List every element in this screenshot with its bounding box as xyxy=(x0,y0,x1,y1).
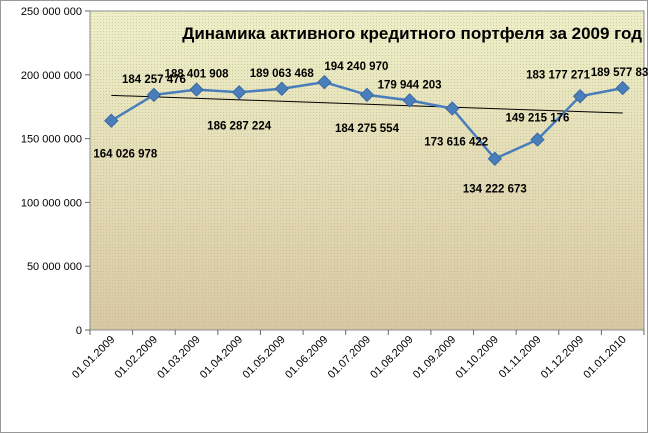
data-label: 184 275 554 xyxy=(335,123,400,135)
series-line xyxy=(104,74,630,166)
x-tick-label: 01.10.2009 xyxy=(454,334,501,381)
data-label: 189 063 468 xyxy=(250,68,315,80)
data-label: 149 215 176 xyxy=(505,113,569,125)
data-point xyxy=(530,132,545,147)
x-axis: 01.01.200901.02.200901.03.200901.04.2009… xyxy=(70,330,645,381)
data-point xyxy=(359,87,375,103)
y-tick-label: 250 000 000 xyxy=(21,6,82,18)
data-label: 186 287 224 xyxy=(207,120,272,132)
data-label: 184 257 476 xyxy=(122,74,186,86)
x-tick-label: 01.04.2009 xyxy=(198,334,245,381)
data-label: 194 240 970 xyxy=(324,61,388,73)
data-point xyxy=(487,151,503,166)
trendline xyxy=(111,94,623,114)
data-label: 179 944 203 xyxy=(378,79,442,91)
data-point xyxy=(104,113,119,128)
x-tick-label: 01.02.2009 xyxy=(113,334,160,381)
data-label: 183 177 271 xyxy=(526,69,591,81)
x-tick-label: 01.08.2009 xyxy=(368,334,415,381)
data-point xyxy=(231,85,247,100)
y-tick-label: 150 000 000 xyxy=(21,134,82,146)
data-point xyxy=(189,82,204,97)
x-tick-label: 01.09.2009 xyxy=(411,334,458,381)
y-tick-label: 200 000 000 xyxy=(21,70,82,82)
x-tick-label: 01.01.2009 xyxy=(70,334,117,381)
data-point xyxy=(274,81,289,96)
x-tick-label: 01.03.2009 xyxy=(155,334,202,381)
data-label: 134 222 673 xyxy=(463,184,527,196)
trendline-linear xyxy=(111,94,623,114)
y-tick-label: 50 000 000 xyxy=(27,261,82,273)
chart-title: Динамика активного кредитного портфеля з… xyxy=(182,24,642,43)
data-label: 188 401 908 xyxy=(165,69,230,81)
x-tick-label: 01.05.2009 xyxy=(240,334,287,381)
plot-area xyxy=(89,10,645,331)
data-point xyxy=(146,87,162,103)
data-point xyxy=(615,80,630,96)
x-tick-label: 01.12.2009 xyxy=(539,334,586,381)
x-tick-label: 01.01.2010 xyxy=(581,334,628,381)
data-point xyxy=(445,101,460,116)
y-axis: 0 50 000 000 100 000 000 150 000 000 200 000… xyxy=(21,6,90,337)
plot-border xyxy=(89,10,645,331)
y-tick-label: 0 xyxy=(76,325,82,337)
x-tick-label: 01.06.2009 xyxy=(283,334,330,381)
data-label: 189 577 838 xyxy=(591,67,648,79)
y-tick-label: 100 000 000 xyxy=(21,197,82,209)
plot-texture xyxy=(90,11,644,330)
data-label: 164 026 978 xyxy=(93,149,158,161)
x-tick-label: 01.11.2009 xyxy=(497,334,544,381)
data-point xyxy=(572,89,588,104)
data-point xyxy=(317,74,332,90)
x-tick-label: 01.07.2009 xyxy=(326,334,373,381)
data-label: 173 616 422 xyxy=(424,136,488,148)
data-point xyxy=(402,93,417,108)
